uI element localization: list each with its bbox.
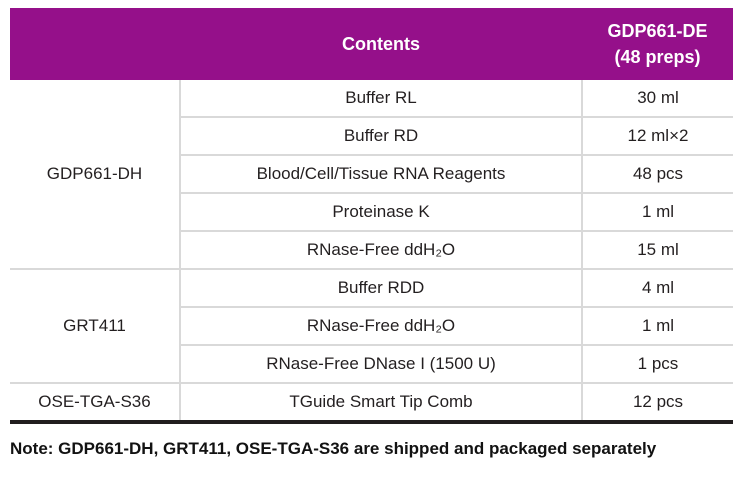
- kit-code-cell: GRT411: [10, 268, 180, 383]
- kit-contents-table: Contents GDP661-DE (48 preps) GDP661-DH …: [10, 8, 733, 424]
- qty-cell: 12 ml×2: [581, 116, 733, 155]
- table-row: Blood/Cell/Tissue RNA Reagents 48 pcs: [10, 154, 733, 193]
- qty-cell: 12 pcs: [581, 382, 733, 424]
- qty-cell: 30 ml: [581, 80, 733, 117]
- table-row: RNase-Free DNase I (1500 U) 1 pcs: [10, 344, 733, 383]
- contents-cell: Buffer RD: [179, 116, 582, 155]
- header-kit-name: GDP661-DE: [607, 21, 708, 41]
- table-row: Proteinase K 1 ml: [10, 192, 733, 231]
- table-row: RNase-Free ddH₂O 15 ml: [10, 230, 733, 269]
- qty-cell: 1 pcs: [581, 344, 733, 383]
- contents-cell: RNase-Free ddH₂O: [179, 230, 582, 269]
- qty-cell: 4 ml: [581, 268, 733, 307]
- contents-cell: TGuide Smart Tip Comb: [179, 382, 582, 424]
- kit-code-cell: OSE-TGA-S36: [10, 382, 180, 424]
- contents-cell: Buffer RL: [179, 80, 582, 117]
- kit-code-cell: GDP661-DH: [10, 80, 180, 269]
- header-row: Contents GDP661-DE (48 preps): [10, 8, 733, 80]
- contents-cell: Buffer RDD: [179, 268, 582, 307]
- note-text: Note: GDP661-DH, GRT411, OSE-TGA-S36 are…: [10, 439, 657, 458]
- table-header: Contents GDP661-DE (48 preps): [10, 8, 733, 80]
- header-cell-contents: Contents: [180, 8, 582, 80]
- contents-cell: RNase-Free DNase I (1500 U): [179, 344, 582, 383]
- qty-cell: 1 ml: [581, 306, 733, 345]
- qty-cell: 15 ml: [581, 230, 733, 269]
- contents-cell: Blood/Cell/Tissue RNA Reagents: [179, 154, 582, 193]
- table-row: GRT411 Buffer RDD 4 ml: [10, 268, 733, 383]
- table-row: OSE-TGA-S36 TGuide Smart Tip Comb 12 pcs: [10, 382, 733, 424]
- header-cell-kit: GDP661-DE (48 preps): [582, 8, 733, 80]
- table-row: GDP661-DH Buffer RL 30 ml: [10, 80, 733, 269]
- table-row: Buffer RD 12 ml×2: [10, 116, 733, 155]
- contents-cell: RNase-Free ddH₂O: [179, 306, 582, 345]
- table-row: RNase-Free ddH₂O 1 ml: [10, 306, 733, 345]
- table-body: GDP661-DH Buffer RL 30 ml Buffer RD 12 m…: [10, 80, 733, 424]
- qty-cell: 1 ml: [581, 192, 733, 231]
- contents-cell: Proteinase K: [179, 192, 582, 231]
- header-kit-preps: (48 preps): [614, 47, 701, 67]
- qty-cell: 48 pcs: [581, 154, 733, 193]
- header-cell-blank: [10, 8, 180, 80]
